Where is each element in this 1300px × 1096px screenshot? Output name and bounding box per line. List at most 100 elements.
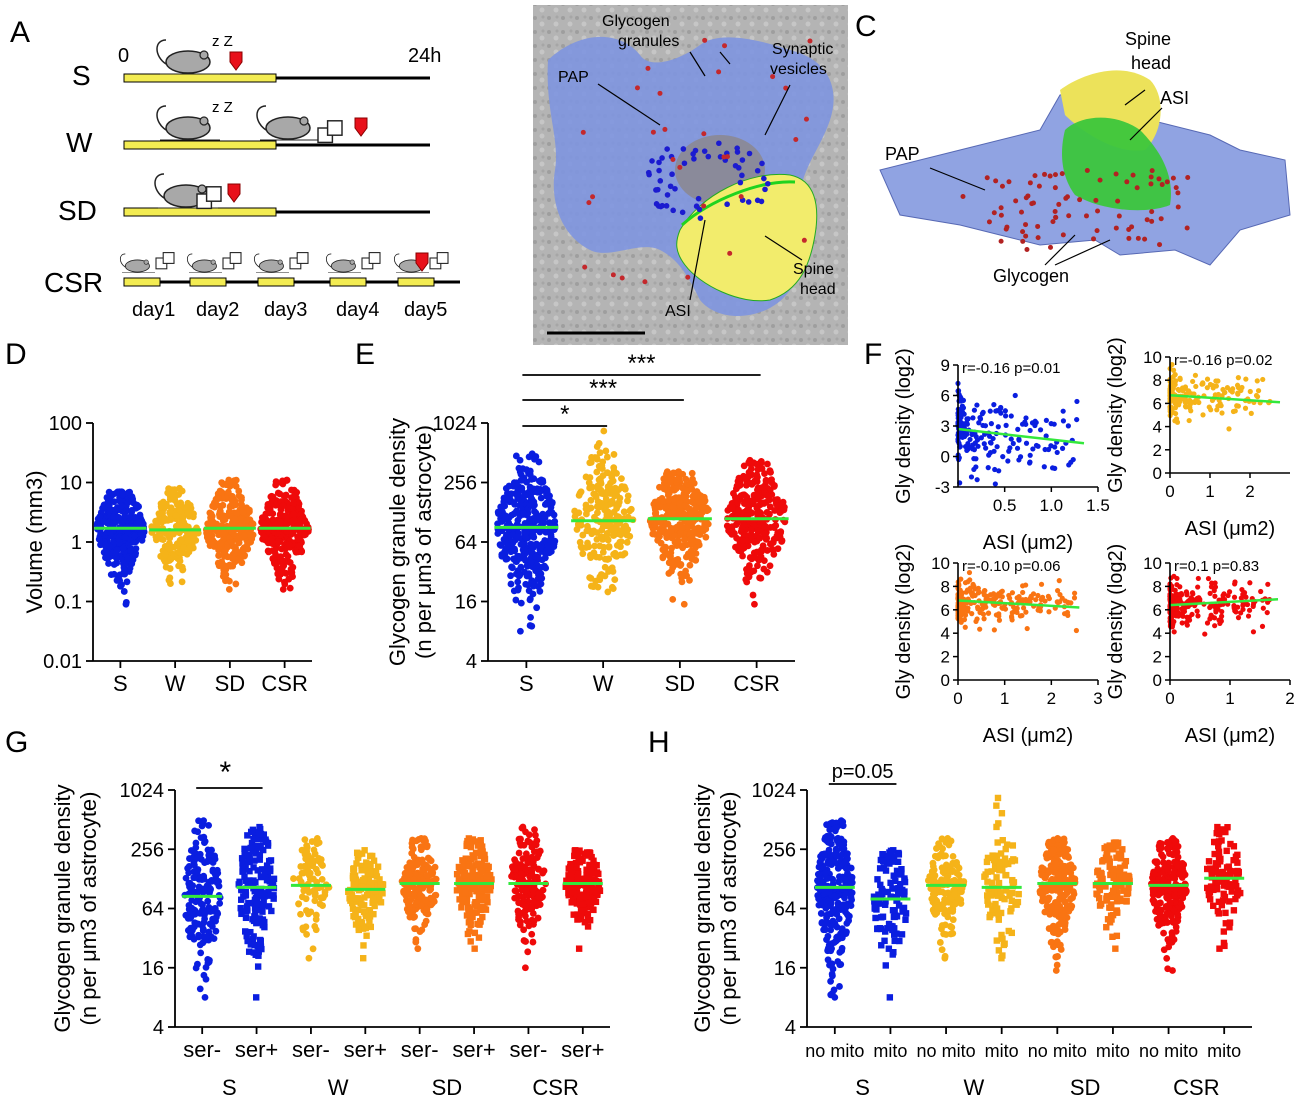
data-point bbox=[613, 504, 621, 512]
data-point bbox=[738, 525, 746, 533]
data-point bbox=[210, 935, 218, 942]
glycogen-dot bbox=[998, 238, 1004, 244]
data-point bbox=[212, 913, 220, 921]
data-point bbox=[532, 553, 540, 561]
data-point bbox=[582, 851, 590, 858]
x-tick-label: 1.0 bbox=[1040, 496, 1064, 515]
significance-label: *** bbox=[627, 350, 655, 377]
label-glycogen-granules: Glycogen granules bbox=[602, 13, 679, 50]
glycogen-dot bbox=[1149, 168, 1155, 174]
glycogen-granule bbox=[716, 69, 722, 75]
data-point bbox=[542, 528, 550, 536]
data-point bbox=[125, 489, 133, 496]
data-point bbox=[576, 538, 584, 546]
data-point bbox=[687, 508, 695, 516]
vesicle bbox=[716, 140, 722, 147]
data-point bbox=[301, 531, 308, 539]
glycogen-dot bbox=[1124, 179, 1130, 185]
marker-icon-s bbox=[229, 51, 243, 71]
timeline-row-csr bbox=[123, 277, 460, 287]
data-point bbox=[1235, 390, 1241, 396]
data-point bbox=[757, 509, 765, 517]
data-point bbox=[1195, 575, 1201, 582]
data-point bbox=[843, 919, 851, 927]
data-point bbox=[742, 474, 750, 482]
data-point bbox=[1023, 421, 1029, 427]
timeline-schematic: S W SD CSR 0 24h z Z z Z bbox=[44, 33, 460, 321]
data-point bbox=[1247, 388, 1253, 395]
em-micrograph: Glycogen granules Synaptic vesicles PAP AS… bbox=[533, 5, 848, 345]
data-point bbox=[295, 900, 302, 908]
data-point bbox=[1071, 595, 1078, 601]
glycogen-granule bbox=[701, 203, 707, 209]
data-point bbox=[587, 459, 595, 466]
data-point bbox=[1030, 446, 1036, 452]
data-point bbox=[1186, 417, 1192, 424]
data-point bbox=[282, 521, 290, 528]
data-point bbox=[1173, 605, 1179, 611]
y-tick-label: 256 bbox=[763, 839, 796, 861]
glycogen-granule bbox=[580, 129, 586, 135]
x-tick-label: 1 bbox=[1205, 482, 1214, 501]
data-point bbox=[121, 566, 128, 574]
data-point bbox=[568, 899, 575, 906]
data-point bbox=[609, 532, 617, 539]
glycogen-dot bbox=[1048, 244, 1054, 250]
data-point bbox=[1048, 421, 1054, 427]
data-point bbox=[745, 497, 753, 505]
data-point bbox=[1002, 408, 1008, 414]
glycogen-dot bbox=[1116, 213, 1122, 219]
glycogen-dot bbox=[1020, 238, 1026, 244]
data-point bbox=[994, 592, 1000, 599]
data-point bbox=[522, 528, 530, 536]
data-point bbox=[1242, 405, 1249, 411]
data-point bbox=[180, 544, 188, 551]
data-point bbox=[751, 538, 758, 546]
data-point bbox=[409, 907, 417, 915]
y-tick-label: 64 bbox=[455, 532, 477, 554]
data-point bbox=[460, 862, 467, 870]
data-point bbox=[184, 529, 191, 537]
data-point bbox=[422, 896, 429, 904]
data-point bbox=[597, 571, 605, 578]
data-point bbox=[123, 578, 131, 586]
data-point bbox=[1265, 581, 1271, 587]
data-point bbox=[512, 887, 520, 895]
data-point bbox=[610, 464, 618, 472]
data-point bbox=[523, 572, 531, 580]
data-point bbox=[1177, 375, 1183, 381]
vesicle bbox=[754, 167, 761, 174]
data-point bbox=[550, 543, 558, 550]
data-point bbox=[256, 851, 264, 858]
x-tick-label: W bbox=[593, 671, 614, 696]
glycogen-dot bbox=[1066, 213, 1072, 219]
data-point bbox=[260, 532, 268, 540]
data-point bbox=[475, 934, 483, 941]
x-tick-label: 1.5 bbox=[1086, 496, 1110, 515]
glycogen-granule bbox=[783, 85, 789, 91]
data-point bbox=[216, 539, 224, 547]
data-point bbox=[208, 512, 216, 520]
data-point bbox=[515, 899, 523, 907]
stat-label: r=-0.16 p=0.01 bbox=[962, 360, 1060, 377]
x-tick-label: ser- bbox=[183, 1037, 221, 1062]
vesicle bbox=[697, 215, 704, 221]
glycogen-granule bbox=[590, 194, 596, 200]
data-point bbox=[536, 544, 544, 551]
data-point bbox=[515, 572, 523, 580]
data-point bbox=[1204, 620, 1211, 626]
data-point bbox=[697, 492, 705, 500]
data-point bbox=[991, 402, 997, 408]
data-point bbox=[361, 894, 368, 901]
data-point bbox=[128, 560, 136, 568]
vesicle bbox=[695, 195, 702, 202]
data-point bbox=[986, 452, 992, 458]
glycogen-dot bbox=[1084, 168, 1090, 174]
glycogen-granule bbox=[662, 126, 668, 132]
data-point bbox=[176, 557, 184, 565]
data-point bbox=[1074, 416, 1080, 423]
em-labels: Glycogen granules Synaptic vesicles PAP AS… bbox=[558, 13, 836, 320]
data-point bbox=[535, 893, 543, 901]
data-point bbox=[408, 849, 416, 857]
y-tick-label: 4 bbox=[153, 1017, 164, 1039]
